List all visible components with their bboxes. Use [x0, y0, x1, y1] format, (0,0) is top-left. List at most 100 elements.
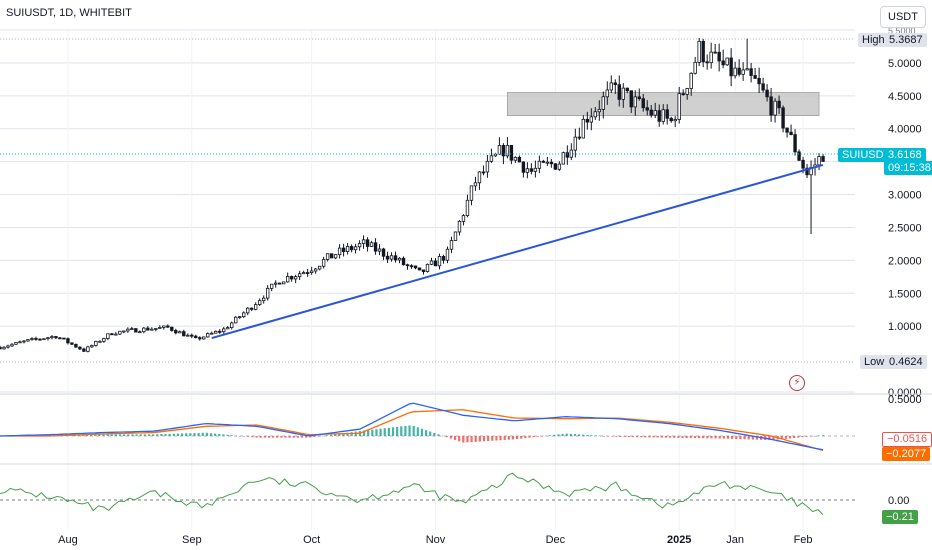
candle-body — [182, 331, 186, 337]
histogram-bar — [656, 436, 659, 438]
candle-body — [633, 96, 637, 108]
histogram-bar — [400, 426, 403, 436]
histogram-bar — [98, 434, 101, 436]
candle-body — [110, 333, 114, 336]
candle-body — [641, 98, 645, 109]
histogram-bar — [685, 436, 688, 438]
histogram-bar — [391, 427, 395, 436]
histogram-bar — [702, 436, 705, 439]
histogram-bar — [805, 436, 808, 437]
candle-body — [285, 276, 290, 283]
x-tick-label: Nov — [426, 534, 446, 546]
histogram-bar — [511, 436, 515, 440]
candle-body — [517, 156, 522, 163]
candle-body — [94, 340, 98, 346]
currency-button[interactable]: USDT — [880, 6, 926, 28]
histogram-bar — [449, 436, 453, 439]
histogram-bar — [329, 434, 333, 436]
x-tick-label: 2025 — [667, 534, 691, 546]
candle-body — [485, 160, 490, 173]
candle-body — [609, 82, 613, 91]
candle-body — [433, 260, 438, 267]
histogram-bar — [594, 435, 597, 436]
candle-body — [269, 283, 274, 289]
macd-y-tick-label: 0.5000 — [888, 394, 922, 406]
histogram-bar — [739, 436, 742, 440]
candle-body — [118, 330, 122, 335]
candle-body — [66, 338, 70, 344]
histogram-bar — [180, 433, 184, 436]
candle-body — [254, 304, 258, 310]
candle-body — [621, 87, 625, 100]
histogram-bar — [276, 436, 279, 438]
candle-body — [22, 340, 26, 343]
candle-body — [365, 239, 370, 247]
candle-body — [261, 297, 266, 302]
histogram-bar — [420, 428, 424, 436]
candle-body — [34, 338, 38, 340]
histogram-bar — [263, 436, 266, 438]
candle-body — [661, 109, 665, 122]
candle-body — [805, 167, 809, 176]
histogram-bar — [540, 436, 543, 437]
candle-body — [421, 269, 426, 273]
histogram-bar — [127, 434, 130, 436]
candle-body — [178, 331, 182, 334]
candle-body — [541, 160, 546, 163]
histogram-bar — [147, 434, 151, 436]
histogram-bar — [156, 434, 159, 436]
candle-body — [273, 282, 278, 285]
candle-body — [242, 312, 246, 317]
candle-body — [397, 257, 402, 261]
histogram-bar — [520, 436, 523, 439]
candle-body — [114, 333, 118, 336]
histogram-bar — [697, 436, 701, 439]
candle-body — [821, 156, 825, 162]
candle-body — [797, 151, 801, 161]
candle-body — [170, 326, 174, 331]
histogram-bar — [251, 436, 254, 438]
candle-body — [62, 337, 66, 340]
histogram-bar — [131, 434, 134, 436]
candle-body — [162, 325, 166, 328]
candle-body — [82, 348, 86, 352]
histogram-bar — [648, 436, 651, 438]
candle-body — [190, 334, 194, 337]
histogram-bar — [664, 436, 668, 438]
candle-body — [465, 199, 470, 217]
histogram-bar — [346, 432, 349, 436]
histogram-bar — [309, 436, 312, 438]
histogram-bar — [416, 427, 419, 436]
histogram-bar — [342, 433, 345, 436]
signal-value-tag: −0.2077 — [882, 447, 931, 461]
histogram-bar — [710, 436, 713, 439]
y-tick-label: 0.0000 — [888, 387, 922, 399]
candle-body — [226, 327, 230, 330]
histogram-bar — [189, 433, 192, 436]
candle-body — [186, 334, 190, 337]
candles-group — [0, 37, 825, 353]
histogram-bar — [379, 428, 382, 436]
candle-body — [126, 328, 130, 332]
lightning-icon[interactable]: ⚡ — [789, 375, 805, 391]
candle-body — [0, 346, 2, 350]
candle-body — [405, 264, 410, 267]
candle-body — [206, 333, 210, 338]
candle-body — [765, 89, 769, 98]
candle-body — [337, 247, 342, 256]
candle-body — [473, 182, 478, 187]
histogram-bar — [466, 436, 469, 443]
histogram-bar — [631, 436, 634, 438]
candle-body — [234, 316, 238, 324]
candle-body — [681, 93, 685, 96]
countdown-tag: 09:15:38 — [884, 161, 932, 175]
candle-body — [581, 118, 586, 139]
histogram-bar — [458, 436, 461, 442]
candle-body — [513, 156, 518, 161]
candle-body — [501, 145, 506, 157]
histogram-bar — [751, 436, 754, 440]
candle-body — [645, 107, 649, 111]
candle-body — [721, 60, 725, 66]
y-tick-label: 5.0000 — [888, 58, 922, 70]
